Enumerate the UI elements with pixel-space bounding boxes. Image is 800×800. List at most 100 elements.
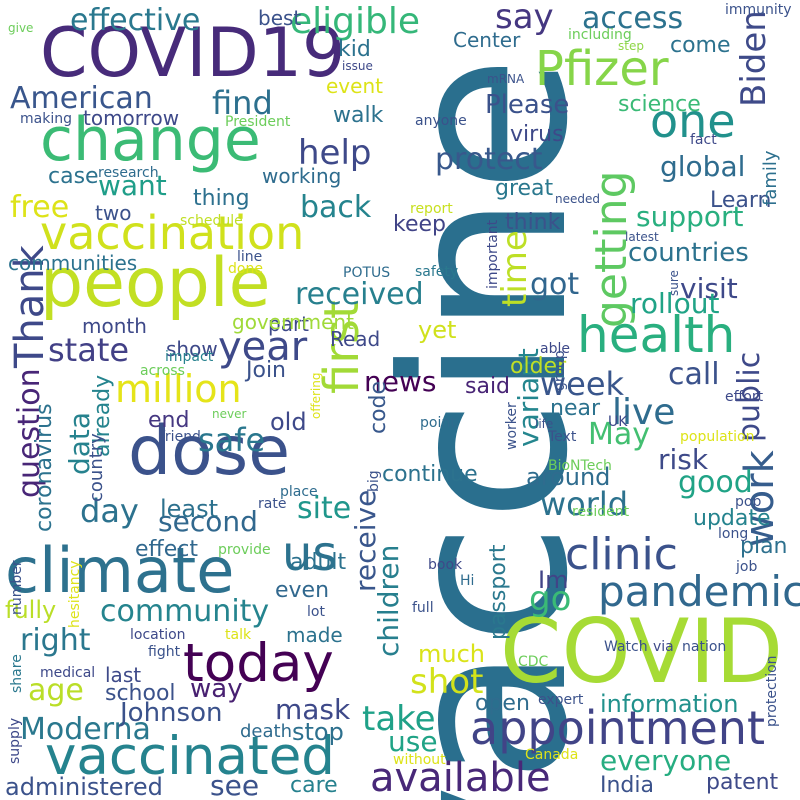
cloud-word: family — [760, 150, 781, 206]
cloud-word: day — [80, 492, 139, 530]
cloud-word: today — [183, 633, 334, 694]
cloud-word: population — [680, 429, 755, 445]
cloud-word: continue — [382, 462, 478, 487]
cloud-word: available — [370, 755, 551, 800]
cloud-word: protect — [435, 142, 543, 177]
cloud-word: old — [270, 408, 307, 436]
cloud-word: President — [225, 114, 291, 130]
cloud-word: global — [660, 150, 746, 183]
cloud-word: Center — [453, 28, 521, 52]
cloud-word: supply — [7, 717, 23, 764]
cloud-word: us — [282, 526, 338, 582]
cloud-word: show — [166, 337, 218, 361]
cloud-word: line — [237, 249, 263, 265]
cloud-word: thing — [193, 186, 250, 211]
cloud-word: find — [212, 84, 273, 122]
cloud-word: much — [418, 640, 485, 668]
cloud-word: time — [495, 230, 535, 307]
cloud-word: Im — [538, 566, 569, 594]
cloud-word: Johnson — [120, 698, 223, 728]
cloud-word: Please — [485, 90, 570, 120]
cloud-word: passport — [486, 544, 511, 640]
cloud-word: communities — [8, 251, 138, 275]
cloud-word: job — [736, 559, 758, 575]
cloud-word: risk — [658, 443, 709, 476]
cloud-word: provide — [218, 542, 271, 558]
cloud-word: world — [540, 485, 629, 523]
cloud-word: tomorrow — [83, 106, 180, 130]
cloud-word: friend — [160, 429, 201, 445]
cloud-word: Join — [246, 358, 287, 383]
cloud-word: kid — [338, 37, 371, 62]
cloud-word: pandemic — [598, 567, 800, 616]
cloud-word: right — [20, 623, 91, 658]
cloud-word: location — [130, 627, 186, 643]
cloud-word: issue — [342, 59, 373, 73]
cloud-word: coronavirus — [32, 403, 57, 532]
cloud-word: see — [210, 769, 260, 800]
cloud-word: May — [588, 417, 651, 452]
cloud-word: resident — [572, 504, 630, 520]
cloud-word: offering — [309, 372, 323, 419]
cloud-word: appointment — [470, 701, 766, 755]
cloud-word: science — [618, 92, 701, 117]
cloud-word: Biden — [734, 10, 774, 107]
cloud-word: even — [275, 578, 330, 603]
cloud-word: week — [540, 365, 625, 403]
cloud-word: effective — [70, 3, 201, 38]
cloud-word: number — [9, 560, 25, 615]
cloud-word: change — [40, 105, 261, 175]
cloud-word: Pfizer — [535, 41, 669, 97]
cloud-word: code — [366, 380, 391, 434]
cloud-word: community — [100, 594, 270, 629]
cloud-word: site — [297, 491, 352, 526]
cloud-word: Hi — [460, 573, 475, 589]
cloud-word: free — [10, 190, 70, 225]
cloud-word: book — [428, 557, 463, 573]
cloud-word: making — [20, 111, 72, 127]
cloud-word: health — [577, 306, 736, 364]
cloud-word: UK — [608, 414, 628, 430]
cloud-word: step — [618, 39, 644, 53]
cloud-word: eligible — [290, 1, 421, 42]
cloud-word: rollout — [630, 287, 720, 320]
cloud-word: impact — [165, 349, 214, 365]
cloud-word: walk — [333, 103, 384, 128]
cloud-word: keep — [393, 212, 446, 237]
cloud-word: children — [372, 544, 405, 657]
cloud-word: live — [612, 392, 676, 433]
cloud-word: around — [526, 463, 611, 491]
cloud-word: said — [465, 374, 511, 399]
cloud-word: important — [485, 219, 501, 289]
cloud-word: come — [670, 33, 731, 58]
cloud-word: last — [105, 663, 142, 687]
cloud-word: plan — [740, 534, 788, 559]
cloud-word: go — [529, 579, 572, 619]
cloud-word: safety — [415, 264, 459, 280]
cloud-word: hesitancy — [67, 560, 83, 628]
cloud-word: vaccination — [40, 206, 305, 260]
cloud-word: safe — [198, 421, 266, 459]
cloud-word: million — [115, 367, 242, 411]
cloud-word: full — [412, 600, 434, 616]
cloud-word: got — [530, 267, 580, 302]
cloud-word: made — [286, 623, 343, 647]
cloud-word: take — [362, 699, 436, 739]
cloud-word: way — [190, 674, 243, 704]
cloud-word: dose — [128, 412, 291, 491]
cloud-word: event — [326, 74, 383, 98]
cloud-word: access — [582, 1, 684, 36]
cloud-word: open — [475, 691, 530, 716]
cloud-word: pop — [735, 494, 762, 510]
cloud-word: everyone — [600, 744, 732, 777]
cloud-word: patent — [706, 770, 779, 795]
cloud-word: fully — [5, 596, 57, 624]
cloud-word: month — [82, 314, 147, 338]
cloud-word: use — [388, 725, 438, 758]
cloud-word: COVID19 — [40, 14, 346, 93]
cloud-word: needed — [555, 192, 600, 206]
cloud-word: age — [28, 673, 84, 708]
cloud-word: working — [262, 164, 342, 188]
cloud-word: group — [552, 350, 568, 391]
